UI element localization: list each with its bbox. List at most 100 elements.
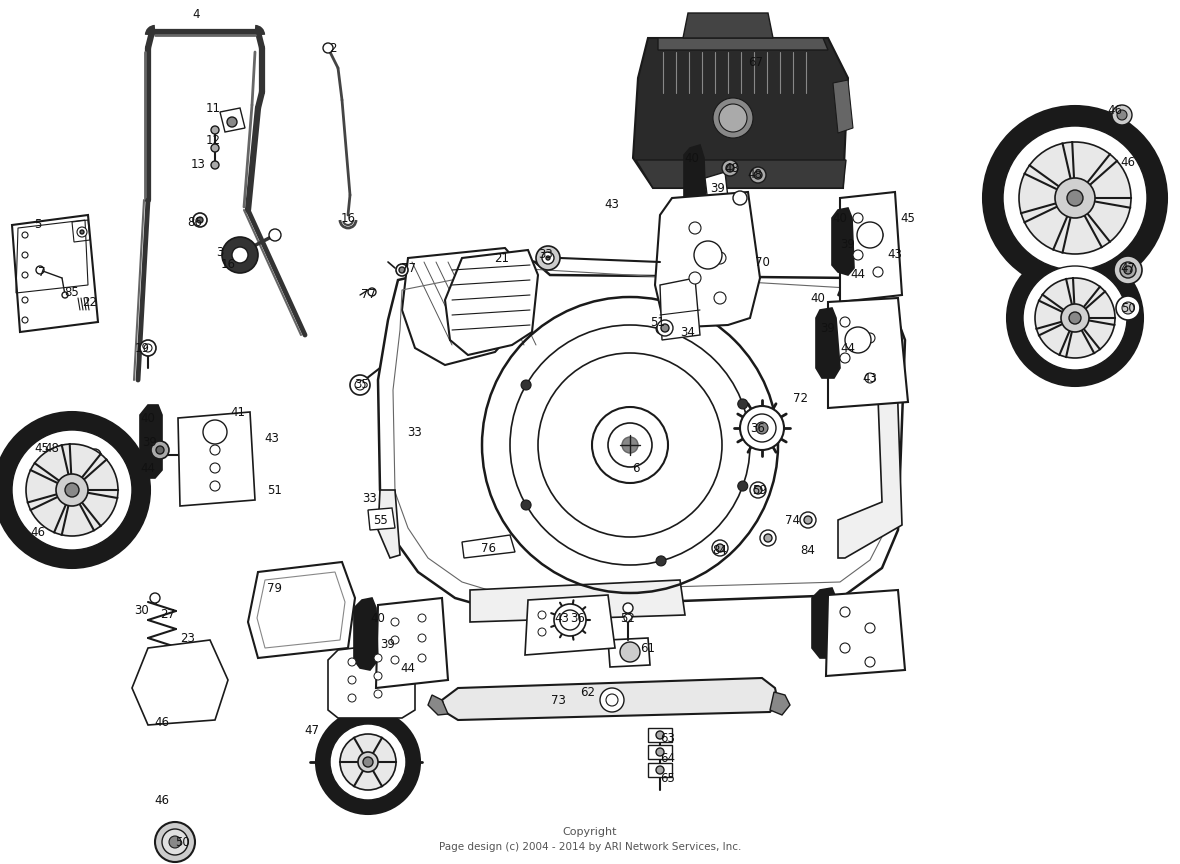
Text: 16: 16 bbox=[341, 212, 355, 225]
Text: 51: 51 bbox=[268, 484, 282, 497]
Text: 11: 11 bbox=[205, 101, 221, 115]
Polygon shape bbox=[636, 160, 846, 188]
Circle shape bbox=[348, 658, 356, 666]
Text: 48: 48 bbox=[45, 442, 59, 454]
Polygon shape bbox=[838, 290, 902, 558]
Text: 22: 22 bbox=[83, 295, 98, 308]
Polygon shape bbox=[463, 535, 514, 558]
Polygon shape bbox=[704, 172, 730, 220]
Circle shape bbox=[0, 412, 150, 568]
Circle shape bbox=[522, 380, 531, 390]
Circle shape bbox=[712, 540, 728, 556]
Text: 3: 3 bbox=[216, 245, 224, 258]
Circle shape bbox=[689, 222, 701, 234]
Polygon shape bbox=[812, 588, 840, 658]
Circle shape bbox=[1007, 250, 1143, 386]
Circle shape bbox=[80, 230, 84, 234]
Circle shape bbox=[873, 267, 883, 277]
Circle shape bbox=[840, 643, 850, 653]
Circle shape bbox=[857, 222, 883, 248]
Circle shape bbox=[656, 766, 664, 774]
Circle shape bbox=[1120, 262, 1136, 278]
Circle shape bbox=[22, 297, 28, 303]
Circle shape bbox=[88, 449, 101, 461]
Circle shape bbox=[227, 117, 237, 127]
Text: 63: 63 bbox=[661, 732, 675, 745]
Circle shape bbox=[873, 230, 883, 240]
Circle shape bbox=[355, 380, 365, 390]
Text: 84: 84 bbox=[713, 543, 727, 556]
Circle shape bbox=[210, 463, 219, 473]
Circle shape bbox=[55, 474, 88, 506]
Circle shape bbox=[348, 676, 356, 684]
Circle shape bbox=[713, 98, 753, 138]
Polygon shape bbox=[178, 412, 255, 506]
Polygon shape bbox=[354, 598, 378, 670]
Text: 7: 7 bbox=[38, 265, 46, 278]
Circle shape bbox=[656, 748, 664, 756]
Text: 2: 2 bbox=[329, 41, 336, 54]
Text: 62: 62 bbox=[581, 685, 596, 698]
Text: Copyright: Copyright bbox=[563, 827, 617, 837]
Circle shape bbox=[1023, 266, 1127, 370]
Circle shape bbox=[323, 43, 333, 53]
Text: 43: 43 bbox=[604, 199, 620, 212]
Circle shape bbox=[661, 324, 669, 332]
Circle shape bbox=[1055, 178, 1095, 218]
Circle shape bbox=[738, 399, 748, 409]
Text: 76: 76 bbox=[480, 542, 496, 555]
Circle shape bbox=[232, 247, 248, 263]
Text: 65: 65 bbox=[661, 772, 675, 785]
Circle shape bbox=[155, 822, 195, 862]
Circle shape bbox=[564, 608, 572, 616]
Text: 36: 36 bbox=[571, 612, 585, 625]
Circle shape bbox=[657, 320, 673, 336]
Circle shape bbox=[12, 430, 132, 550]
Circle shape bbox=[622, 437, 638, 453]
Polygon shape bbox=[648, 763, 671, 777]
Circle shape bbox=[391, 618, 399, 626]
Circle shape bbox=[553, 604, 586, 636]
Circle shape bbox=[350, 375, 371, 395]
Text: 46: 46 bbox=[155, 793, 170, 806]
Polygon shape bbox=[132, 640, 228, 725]
Polygon shape bbox=[442, 678, 778, 720]
Circle shape bbox=[368, 288, 376, 296]
Circle shape bbox=[197, 217, 203, 223]
Circle shape bbox=[348, 694, 356, 702]
Circle shape bbox=[391, 656, 399, 664]
Circle shape bbox=[740, 406, 784, 450]
Circle shape bbox=[330, 724, 406, 800]
Text: 46: 46 bbox=[1108, 104, 1122, 117]
Circle shape bbox=[1122, 302, 1134, 314]
Text: 40: 40 bbox=[833, 212, 847, 225]
Text: 40: 40 bbox=[140, 411, 156, 424]
Circle shape bbox=[599, 688, 624, 712]
Text: 59: 59 bbox=[753, 484, 767, 497]
Text: 39: 39 bbox=[840, 238, 856, 251]
Polygon shape bbox=[828, 298, 907, 408]
Polygon shape bbox=[402, 248, 520, 365]
Text: 61: 61 bbox=[641, 641, 656, 655]
Circle shape bbox=[1112, 105, 1132, 125]
Text: 46: 46 bbox=[155, 715, 170, 728]
Circle shape bbox=[623, 603, 632, 613]
Text: 39: 39 bbox=[710, 181, 726, 194]
Polygon shape bbox=[648, 745, 671, 759]
Circle shape bbox=[391, 636, 399, 644]
Circle shape bbox=[418, 634, 426, 642]
Circle shape bbox=[716, 544, 725, 552]
Circle shape bbox=[1114, 256, 1142, 284]
Polygon shape bbox=[683, 13, 773, 38]
Circle shape bbox=[22, 272, 28, 278]
Text: 44: 44 bbox=[851, 269, 865, 282]
Circle shape bbox=[853, 213, 863, 223]
Circle shape bbox=[269, 229, 281, 241]
Circle shape bbox=[374, 672, 382, 680]
Text: 45: 45 bbox=[34, 442, 50, 454]
Polygon shape bbox=[368, 508, 395, 530]
Text: 33: 33 bbox=[407, 425, 422, 439]
Circle shape bbox=[151, 441, 169, 459]
Circle shape bbox=[150, 593, 160, 603]
Circle shape bbox=[624, 614, 632, 622]
